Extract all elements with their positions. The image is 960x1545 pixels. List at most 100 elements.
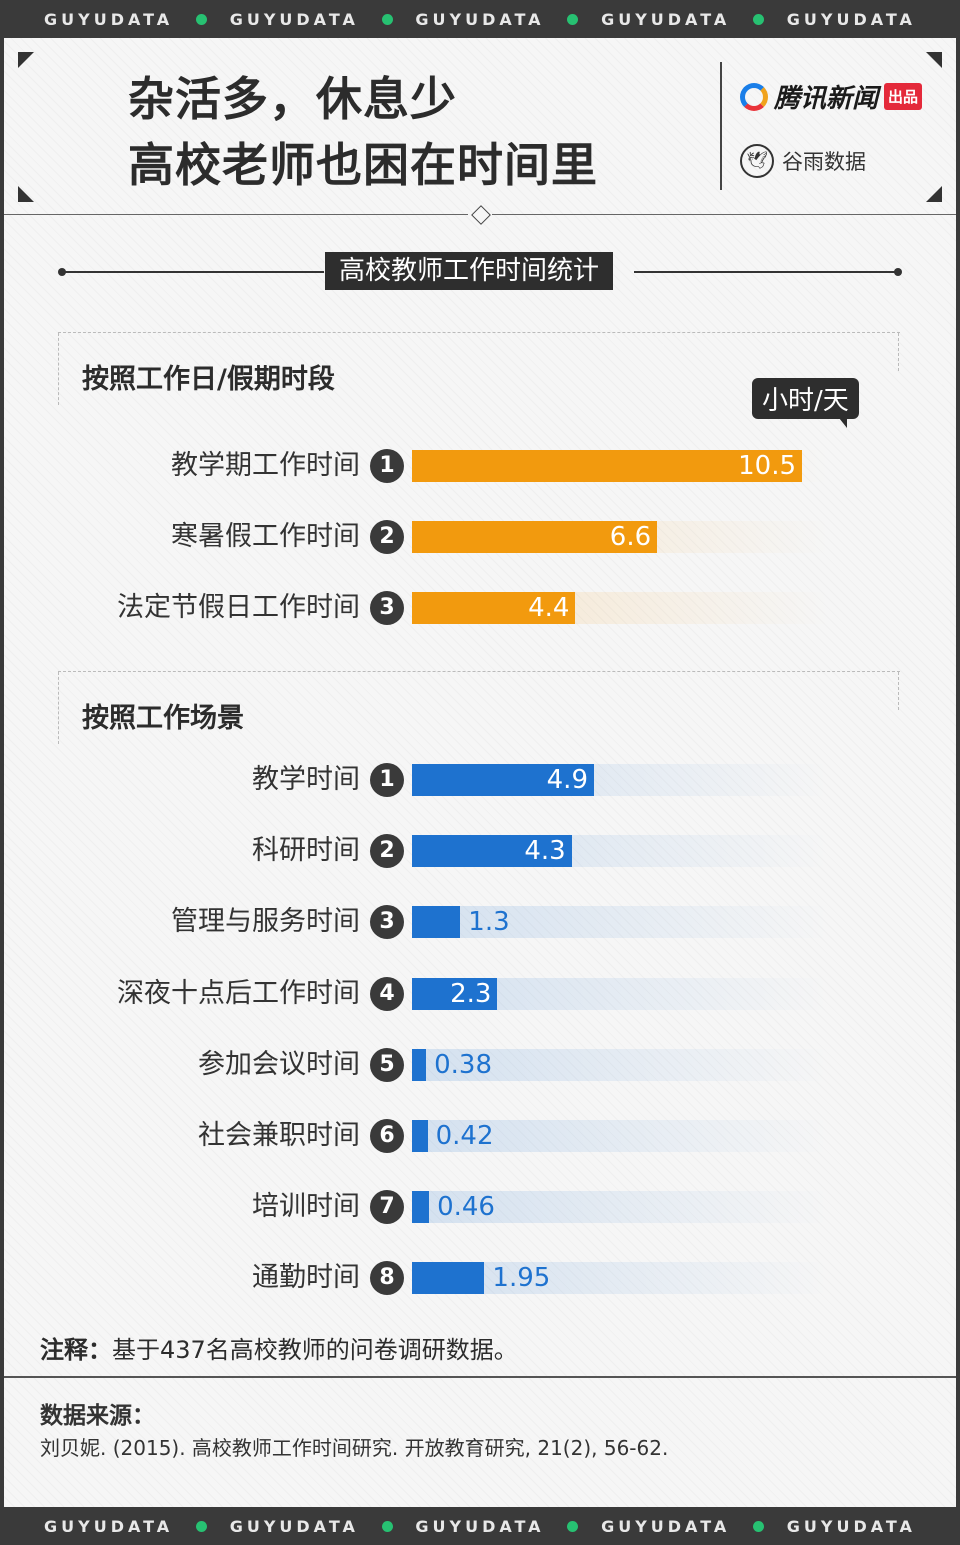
bar-row: 科研时间 2 4.3 — [4, 831, 956, 871]
bar-track: 4.3 — [412, 835, 830, 868]
bar-row: 教学期工作时间 1 10.5 — [4, 446, 956, 486]
bar — [412, 521, 658, 553]
bar-value-label: 1.95 — [492, 1263, 551, 1294]
bar-value-label: 6.6 — [609, 522, 652, 552]
bar — [412, 592, 576, 624]
bar — [412, 906, 461, 939]
bar-track: 1.3 — [412, 906, 830, 939]
rank-badge: 4 — [370, 976, 404, 1011]
bar — [412, 1262, 485, 1295]
bar-label: 法定节假日工作时间 — [117, 592, 360, 623]
bar-value-label: 4.3 — [524, 836, 566, 867]
bar — [412, 1191, 430, 1224]
brand1-name: 腾讯新闻 — [774, 84, 879, 114]
bar-row: 法定节假日工作时间 3 4.4 — [4, 588, 956, 628]
guyu-data-logo: 🕊 谷雨数据 — [740, 144, 866, 178]
bar-track: 1.95 — [412, 1262, 830, 1295]
title-line-1: 杂活多，休息少 — [128, 72, 457, 126]
group-scene: 按照工作场景 — [58, 671, 900, 1292]
band-word: GUYUDATA — [786, 9, 916, 29]
rank-badge: 2 — [370, 834, 404, 869]
footer-rule — [4, 1376, 956, 1378]
unit-badge: 小时/天 — [752, 378, 859, 428]
band-word: GUYUDATA — [786, 1516, 916, 1536]
section-title: 高校教师工作时间统计 — [325, 252, 614, 290]
bar — [412, 835, 572, 868]
header-separator — [720, 62, 722, 190]
brand2-name: 谷雨数据 — [782, 150, 866, 174]
rank-badge: 1 — [370, 763, 404, 797]
tencent-news-logo: 腾讯新闻 出品 — [740, 78, 923, 115]
bar-label: 培训时间 — [252, 1191, 360, 1223]
band-dot — [753, 13, 764, 25]
bird-icon: 🕊 — [740, 144, 774, 178]
divider-line — [4, 214, 468, 215]
rank-badge: 8 — [370, 1261, 404, 1296]
rank-badge: 7 — [370, 1190, 404, 1225]
group-period: 按照工作日/假期时段 — [58, 332, 900, 633]
corner-mark — [18, 52, 34, 68]
rank-badge: 6 — [370, 1119, 404, 1153]
corner-mark — [926, 186, 942, 202]
rank-badge: 5 — [370, 1047, 404, 1082]
bar-track: 6.6 — [412, 521, 830, 553]
group-label: 按照工作日/假期时段 — [82, 364, 335, 395]
band-dot — [195, 1520, 207, 1532]
corner-mark — [18, 186, 34, 202]
bar-value-label: 4.9 — [546, 765, 588, 795]
bar-track: 4.4 — [412, 592, 830, 624]
bar-value-label: 10.5 — [738, 451, 796, 481]
bar-label: 教学期工作时间 — [171, 450, 360, 481]
tencent-news-icon — [740, 82, 768, 111]
band-word: GUYUDATA — [601, 9, 731, 29]
bar-label: 寒暑假工作时间 — [171, 521, 360, 552]
bar-row: 通勤时间 8 1.95 — [4, 1258, 956, 1298]
bar-row: 深夜十点后工作时间 4 2.3 — [4, 974, 956, 1014]
band-word: GUYUDATA — [415, 9, 545, 29]
bar-row: 社会兼职时间 6 0.42 — [4, 1116, 956, 1156]
bar-value-label: 2.3 — [450, 978, 492, 1009]
bottom-brand-band: GUYUDATA GUYUDATA GUYUDATA GUYUDATA GUYU… — [0, 1507, 960, 1545]
bar-track: 0.42 — [412, 1120, 830, 1152]
bar — [412, 764, 594, 796]
bar-value-label: 0.42 — [435, 1121, 494, 1151]
brand1-tag: 出品 — [884, 83, 923, 110]
bar-label: 教学时间 — [252, 764, 360, 795]
bar-label: 管理与服务时间 — [171, 906, 360, 938]
band-word: GUYUDATA — [415, 1516, 545, 1536]
page-title: 杂活多，休息少 高校老师也困在时间里 — [128, 66, 598, 198]
corner-mark — [926, 52, 942, 68]
bar — [412, 450, 802, 482]
source-heading: 数据来源： — [40, 1403, 155, 1429]
section-line — [634, 271, 896, 273]
bar-value-label: 0.38 — [434, 1049, 492, 1080]
bar-track: 0.46 — [412, 1191, 830, 1224]
band-dot — [381, 13, 393, 25]
poster: 杂活多，休息少 高校老师也困在时间里 腾讯新闻 出品 🕊 谷雨数据 高校教师工作… — [4, 38, 956, 1507]
top-brand-band: GUYUDATA GUYUDATA GUYUDATA GUYUDATA GUYU… — [0, 0, 960, 38]
note-text: 基于437名高校教师的问卷调研数据。 — [112, 1336, 518, 1364]
bar-label: 深夜十点后工作时间 — [117, 977, 360, 1009]
bar-value-label: 1.3 — [468, 907, 510, 938]
bar-value-label: 0.46 — [437, 1192, 495, 1223]
band-dot — [567, 1520, 579, 1532]
bar-label: 科研时间 — [252, 835, 360, 867]
rank-badge: 3 — [370, 905, 404, 940]
divider-line — [492, 214, 956, 215]
band-word: GUYUDATA — [229, 1516, 359, 1536]
section-dot — [894, 268, 902, 276]
rank-badge: 1 — [370, 449, 404, 483]
bar-row: 参加会议时间 5 0.38 — [4, 1045, 956, 1085]
note-label: 注释： — [40, 1336, 112, 1364]
band-word: GUYUDATA — [229, 9, 359, 29]
diamond-icon — [471, 205, 491, 225]
bar-track: 4.9 — [412, 764, 830, 796]
rank-badge: 3 — [370, 591, 404, 625]
bar-row: 管理与服务时间 3 1.3 — [4, 902, 956, 942]
bar-label: 社会兼职时间 — [198, 1120, 360, 1151]
band-word: GUYUDATA — [44, 1516, 174, 1536]
bar-track: 0.38 — [412, 1048, 830, 1081]
bar — [412, 1120, 428, 1152]
bar-track: 2.3 — [412, 977, 830, 1010]
bar — [412, 977, 498, 1010]
